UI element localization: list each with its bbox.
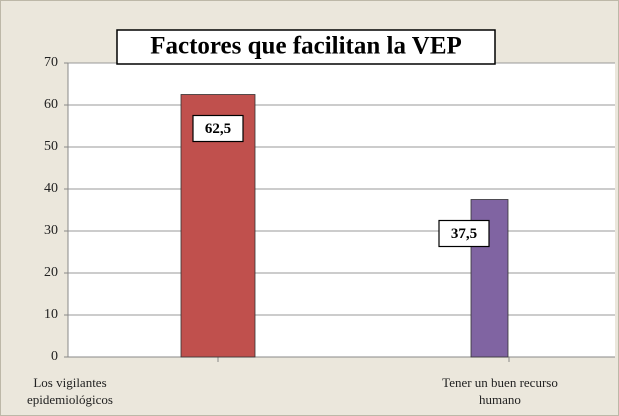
- chart-title: Factores que facilitan la VEP: [150, 33, 462, 60]
- y-tick-label: 40: [44, 181, 58, 196]
- y-tick-label: 30: [44, 223, 58, 238]
- value-label-box: [438, 219, 490, 248]
- plot-area: [68, 63, 615, 357]
- x-tick-label: Tener un buen recurso humano: [442, 375, 558, 407]
- y-tick-label: 10: [44, 307, 58, 322]
- value-label: 62,5: [205, 121, 231, 137]
- title-box: [116, 29, 496, 65]
- y-tick-label: 20: [44, 265, 58, 280]
- y-tick-label: 0: [51, 349, 58, 364]
- y-tick-label: 50: [44, 139, 58, 154]
- value-label: 37,5: [451, 226, 477, 242]
- value-label-box: [192, 114, 244, 143]
- y-tick-label: 70: [44, 55, 58, 70]
- y-tick-label: 60: [44, 97, 58, 112]
- x-tick-label: Los vigilantes epidemiológicos: [27, 375, 113, 407]
